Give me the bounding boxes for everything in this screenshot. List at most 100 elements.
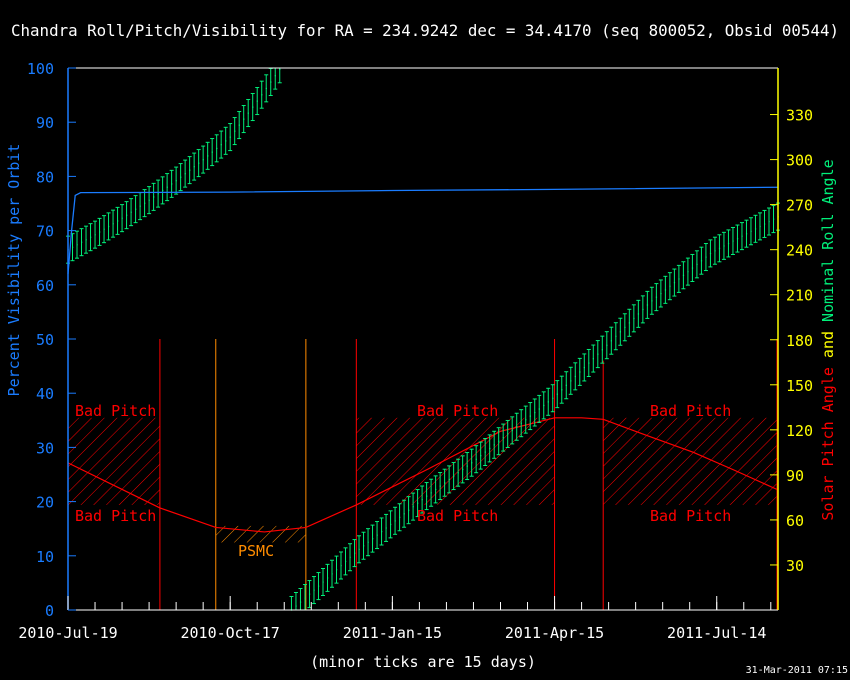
roll-error-bar <box>259 80 264 109</box>
y-left-tick-label: 30 <box>36 439 54 457</box>
roll-error-bar <box>735 224 740 253</box>
roll-error-bar <box>120 204 125 233</box>
roll-point <box>570 380 572 382</box>
roll-point <box>651 300 653 302</box>
roll-error-bar <box>501 423 506 452</box>
bad-pitch-label: Bad Pitch <box>75 507 156 525</box>
roll-point <box>448 478 450 481</box>
y-left-tick-label: 0 <box>45 602 54 620</box>
roll-error-bar <box>573 362 578 391</box>
roll-point <box>556 393 558 395</box>
roll-error-bar <box>205 141 210 170</box>
roll-point <box>579 371 581 373</box>
bad-pitch-label: Bad Pitch <box>650 402 731 420</box>
roll-error-bar <box>465 452 470 481</box>
roll-point <box>723 245 725 247</box>
x-axis-label: (minor ticks are 15 days) <box>310 653 536 671</box>
roll-error-bar <box>115 206 120 235</box>
y-axis-left-label: Percent Visibility per Orbit <box>5 144 23 397</box>
roll-point <box>193 166 195 168</box>
roll-point <box>345 560 347 563</box>
roll-error-bar <box>366 528 371 557</box>
roll-point <box>741 235 743 237</box>
roll-error-bar <box>492 430 497 459</box>
roll-error-bar <box>496 427 501 456</box>
roll-point <box>601 349 604 351</box>
y-left-tick-label: 70 <box>36 223 54 241</box>
roll-point <box>543 404 545 407</box>
roll-error-bar <box>302 584 307 610</box>
roll-point <box>417 502 419 504</box>
roll-error-bar <box>334 555 339 584</box>
roll-error-bar <box>142 189 147 218</box>
roll-error-bar <box>604 331 609 360</box>
roll-error-bar <box>151 182 156 211</box>
roll-point <box>252 106 254 108</box>
roll-point <box>274 75 276 77</box>
roll-point <box>180 176 182 178</box>
roll-error-bar <box>420 485 425 514</box>
roll-point <box>687 271 689 273</box>
roll-error-bar <box>393 506 398 535</box>
roll-point <box>700 260 703 262</box>
roll-error-bar <box>293 591 298 610</box>
roll-error-bar <box>667 272 672 301</box>
roll-point <box>135 208 137 210</box>
roll-point <box>184 173 186 175</box>
roll-error-bar <box>246 99 251 128</box>
roll-error-bar <box>187 156 192 185</box>
roll-error-bar <box>640 295 645 324</box>
roll-error-bar <box>298 588 303 610</box>
y-right-tick-label: 180 <box>786 332 813 350</box>
roll-point <box>633 317 635 320</box>
roll-error-bar <box>694 250 699 279</box>
roll-error-bar <box>600 335 605 364</box>
roll-error-bar <box>645 290 650 319</box>
roll-point <box>561 389 563 391</box>
roll-point <box>511 429 513 432</box>
roll-error-bar <box>402 499 407 528</box>
roll-point <box>462 468 464 471</box>
roll-point <box>322 581 324 583</box>
roll-error-bar <box>93 220 98 249</box>
roll-error-bar <box>681 261 686 290</box>
y-right-tick-label: 240 <box>786 242 813 260</box>
roll-point <box>736 238 739 240</box>
y-right-tick-label: 90 <box>786 467 804 485</box>
roll-point <box>399 516 401 518</box>
roll-error-bar <box>721 231 726 260</box>
roll-error-bar <box>771 205 776 234</box>
roll-error-bar <box>631 304 636 333</box>
roll-error-bar <box>424 482 429 511</box>
roll-error-bar <box>343 547 348 576</box>
roll-error-bar <box>88 223 93 252</box>
roll-error-bar <box>447 465 452 494</box>
roll-point <box>139 205 141 207</box>
roll-error-bar <box>757 212 762 241</box>
roll-point <box>444 482 446 484</box>
roll-point <box>489 447 491 450</box>
roll-point <box>349 556 351 558</box>
roll-point <box>103 228 105 230</box>
roll-error-bar <box>658 279 663 308</box>
roll-error-bar <box>325 563 330 592</box>
y-right-tick-label: 120 <box>786 422 813 440</box>
roll-point <box>265 87 267 90</box>
roll-point <box>597 353 599 355</box>
roll-error-bar <box>730 226 735 255</box>
x-tick-label: 2011-Apr-15 <box>505 624 604 642</box>
roll-point <box>475 458 477 460</box>
and-label: and <box>819 331 837 358</box>
roll-error-bar <box>201 145 206 174</box>
roll-point <box>750 230 752 232</box>
roll-point <box>295 605 297 607</box>
roll-error-bar <box>210 138 215 167</box>
roll-point <box>313 589 315 591</box>
roll-point <box>619 331 622 333</box>
roll-error-bar <box>712 236 717 265</box>
y-left-tick-label: 20 <box>36 494 54 512</box>
roll-error-bar <box>609 326 614 355</box>
roll-point <box>565 384 567 386</box>
roll-error-bar <box>739 222 744 251</box>
roll-error-bar <box>676 264 681 293</box>
